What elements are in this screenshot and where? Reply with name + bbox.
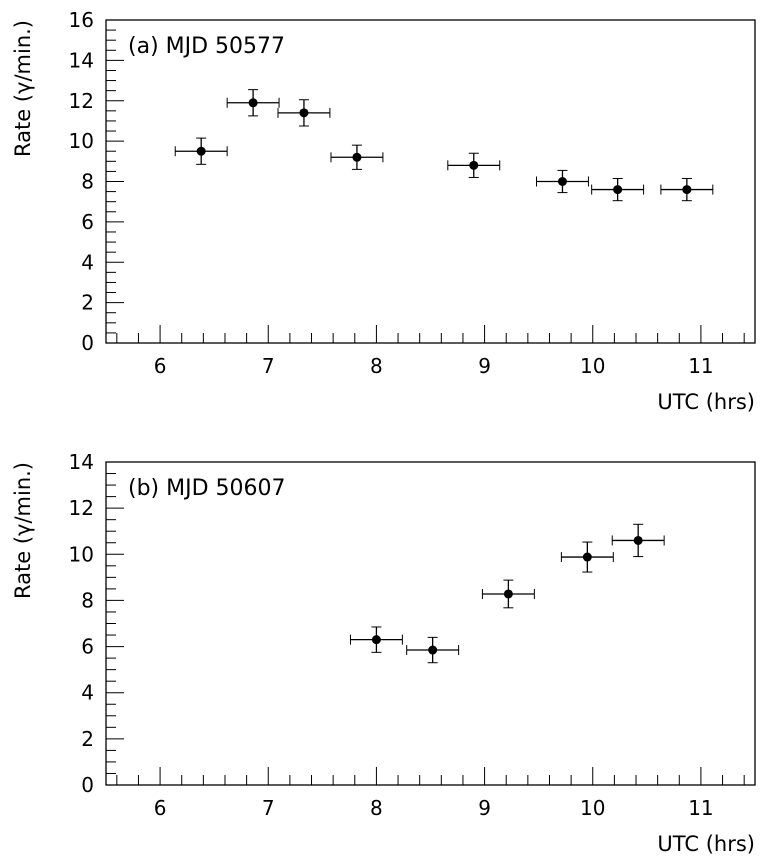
y-tick-label: 4 xyxy=(81,250,94,274)
x-tick-label: 10 xyxy=(580,354,605,378)
x-axis-label: UTC (hrs) xyxy=(657,390,755,414)
panel-annotation: (a) MJD 50577 xyxy=(128,34,285,59)
marker xyxy=(352,152,362,162)
data-point xyxy=(536,169,589,194)
marker xyxy=(557,177,567,186)
y-tick-label: 10 xyxy=(69,542,94,566)
y-tick-label: 6 xyxy=(81,635,94,659)
x-tick-label: 8 xyxy=(370,796,383,820)
plot-frame xyxy=(105,461,756,786)
y-tick-label: 14 xyxy=(69,450,94,474)
marker xyxy=(469,160,479,170)
data-point xyxy=(611,523,665,558)
data-point xyxy=(406,636,460,664)
data-point xyxy=(330,144,384,170)
data-point xyxy=(481,579,535,609)
y-tick-label: 16 xyxy=(69,8,94,32)
x-tick-label: 9 xyxy=(478,796,491,820)
marker xyxy=(503,589,513,599)
y-tick-label: 12 xyxy=(69,89,94,113)
data-point xyxy=(560,541,614,573)
marker xyxy=(196,146,206,156)
y-axis-label: Rate (γ/min.) xyxy=(11,20,35,157)
x-tick-label: 8 xyxy=(370,354,383,378)
y-tick-label: 0 xyxy=(81,773,94,797)
data-point xyxy=(174,137,228,165)
y-tick-label: 12 xyxy=(69,496,94,520)
panel-a: 0 2 4 6 8 10 12 14 16 6 7 8 9 10 11 UTC (hrs) Rate (γ/mi… xyxy=(11,8,756,414)
y-tick-label: 10 xyxy=(69,129,94,153)
x-tick-label: 7 xyxy=(262,796,275,820)
x-tick-label: 10 xyxy=(580,796,605,820)
marker xyxy=(633,535,643,545)
marker xyxy=(428,645,438,655)
marker xyxy=(613,185,623,195)
panel-b: 0 2 4 6 8 10 12 14 6 7 8 9 10 11 UTC (hrs) Rate (γ/min.… xyxy=(11,450,756,856)
marker xyxy=(371,635,381,645)
x-tick-label: 11 xyxy=(688,354,713,378)
y-tick-label: 14 xyxy=(69,48,94,72)
data-point xyxy=(277,99,331,127)
x-tick-label: 9 xyxy=(478,354,491,378)
y-tick-label: 6 xyxy=(81,210,94,234)
data-point xyxy=(591,177,645,202)
x-tick-label: 6 xyxy=(154,796,167,820)
data-point xyxy=(660,177,714,202)
x-tick-label: 11 xyxy=(688,796,713,820)
y-tick-label: 4 xyxy=(81,681,94,705)
x-tick-label: 6 xyxy=(154,354,167,378)
y-tick-label: 8 xyxy=(81,170,94,194)
plot-frame xyxy=(105,19,756,344)
data-point xyxy=(447,152,501,178)
x-tick-label: 7 xyxy=(262,354,275,378)
y-tick-label: 0 xyxy=(81,331,94,355)
x-axis-label: UTC (hrs) xyxy=(657,832,755,856)
data-point xyxy=(226,89,280,117)
data-point xyxy=(349,626,403,653)
y-axis-label: Rate (γ/min.) xyxy=(11,462,35,599)
marker xyxy=(299,108,309,118)
y-tick-label: 2 xyxy=(81,291,94,315)
y-tick-label: 8 xyxy=(81,588,94,612)
panel-annotation: (b) MJD 50607 xyxy=(128,476,286,501)
marker xyxy=(582,552,592,562)
marker xyxy=(248,98,258,108)
marker xyxy=(682,185,692,195)
y-tick-label: 2 xyxy=(81,727,94,751)
